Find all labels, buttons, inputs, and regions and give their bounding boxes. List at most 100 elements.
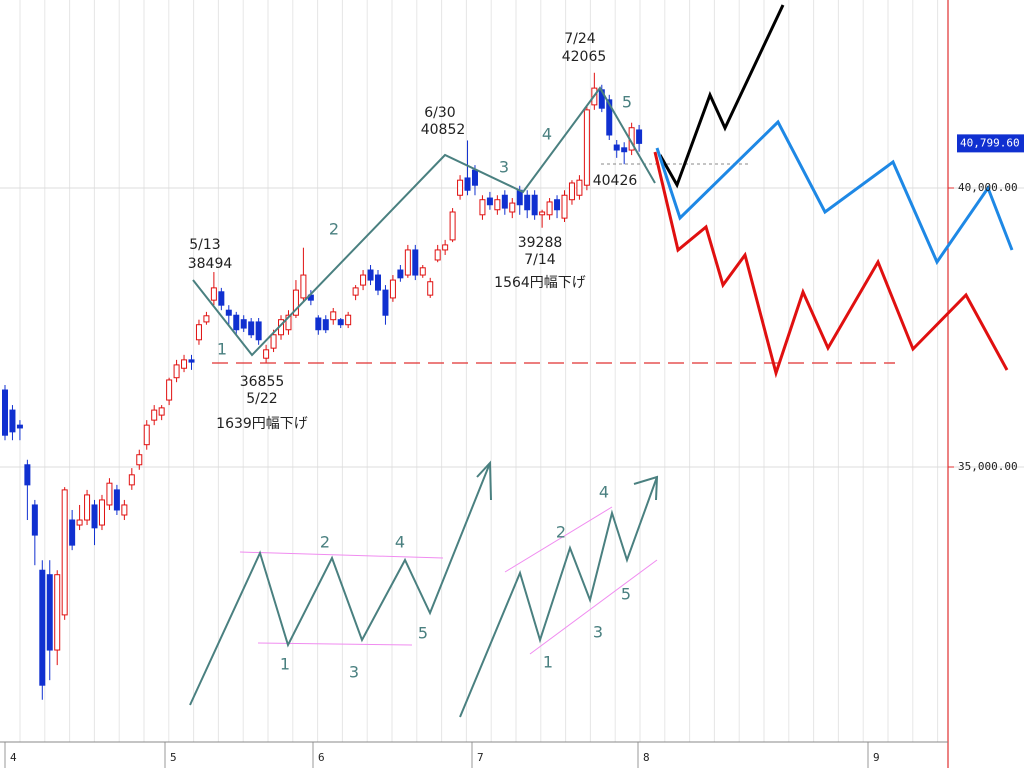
candle-body (292, 289, 299, 316)
annotation: 1639円幅下げ (216, 416, 308, 432)
candle-body (524, 194, 531, 211)
candle-body (173, 364, 180, 379)
annotation: 36855 (240, 374, 285, 390)
candle-body (24, 464, 31, 486)
wave-label: 5 (622, 93, 632, 112)
candle-body (419, 267, 426, 276)
candle-body (546, 201, 553, 216)
candle-body (91, 504, 98, 529)
candle-body (9, 409, 16, 433)
channel-line (529, 559, 658, 655)
candle-body (136, 454, 143, 466)
y-tick-label: 35,000.00 (958, 460, 1018, 473)
candle-body (434, 249, 441, 261)
projection-blue (655, 119, 1014, 266)
candle-body (621, 147, 628, 153)
annotation: 1564円幅下げ (494, 275, 586, 291)
wave-label: 4 (395, 533, 405, 552)
candle-body (397, 269, 404, 279)
annotation: 42065 (562, 49, 607, 65)
candle-body (486, 197, 493, 206)
candle-body (442, 244, 449, 251)
candle-body (181, 359, 188, 369)
diagram-rising (459, 476, 658, 718)
x-tick-label: 6 (318, 751, 325, 764)
candle-body (76, 519, 83, 526)
candle-body (404, 249, 411, 276)
candle-body (568, 182, 575, 201)
channel-line (504, 506, 613, 573)
x-tick-label: 8 (643, 751, 650, 764)
candle-body (606, 99, 613, 136)
candle-body (54, 574, 61, 651)
labels: 35,000.00 40,000.00 40,799.60 4 5 6 7 8 9 5/13 384… (10, 31, 1024, 764)
x-tick-label: 9 (873, 751, 880, 764)
candle-body (61, 489, 68, 616)
candle-body (636, 129, 643, 144)
wave-label: 1 (217, 340, 227, 359)
candle-body (263, 349, 270, 359)
candle-body (389, 279, 396, 299)
candle-body (39, 569, 46, 686)
candle-body (464, 177, 471, 191)
candle-body (143, 424, 150, 446)
candle-body (128, 474, 135, 486)
channel-line (239, 551, 444, 559)
candle-body (315, 317, 322, 331)
candle-body (367, 269, 374, 281)
wave-label: 1 (280, 655, 290, 674)
candles (2, 72, 643, 700)
candle-body (479, 199, 486, 216)
wave-line (192, 86, 656, 357)
wave-label: 3 (593, 623, 603, 642)
candle-body (583, 109, 590, 186)
candle-body (188, 359, 195, 363)
candle-body (203, 315, 210, 323)
wave-label: 2 (320, 533, 330, 552)
candle-body (345, 314, 352, 326)
candle-body (509, 202, 516, 213)
candle-body (300, 274, 307, 299)
candle-body (494, 199, 501, 211)
candle-body (576, 179, 583, 196)
wave-label: 3 (499, 158, 509, 177)
candle-body (427, 281, 434, 296)
candle-body (561, 194, 568, 219)
annotation: 40852 (421, 122, 466, 138)
annotation: 5/22 (246, 391, 277, 407)
candle-body (613, 144, 620, 151)
annotation: 39288 (518, 235, 563, 251)
wave-label: 5 (418, 624, 428, 643)
candle-body (195, 324, 202, 341)
channel-line (257, 642, 413, 646)
candle-body (322, 319, 329, 331)
candle-body (151, 409, 158, 421)
diagram-flat (189, 462, 491, 706)
annotation: 6/30 (424, 105, 455, 121)
projection-black (658, 4, 785, 189)
x-tick-label: 5 (170, 751, 177, 764)
x-tick-label: 7 (477, 751, 484, 764)
candle-body (457, 179, 464, 196)
candle-body (248, 321, 255, 336)
candle-body (539, 211, 546, 216)
candle-body (2, 389, 8, 436)
candle-body (84, 494, 91, 521)
candle-body (330, 311, 337, 321)
candle-body (360, 274, 367, 286)
x-tick-label: 4 (10, 751, 17, 764)
candle-body (270, 334, 277, 349)
candle-body (337, 319, 344, 326)
candle-body (501, 194, 508, 209)
wave-label: 5 (621, 585, 631, 604)
candle-body (352, 287, 359, 296)
candle-body (113, 489, 120, 511)
annotation: 5/13 (189, 237, 220, 253)
arrow-head (633, 475, 659, 501)
annotation: 40426 (593, 173, 638, 189)
wave-label: 4 (542, 125, 552, 144)
candle-body (158, 407, 165, 416)
candle-body (375, 274, 381, 291)
